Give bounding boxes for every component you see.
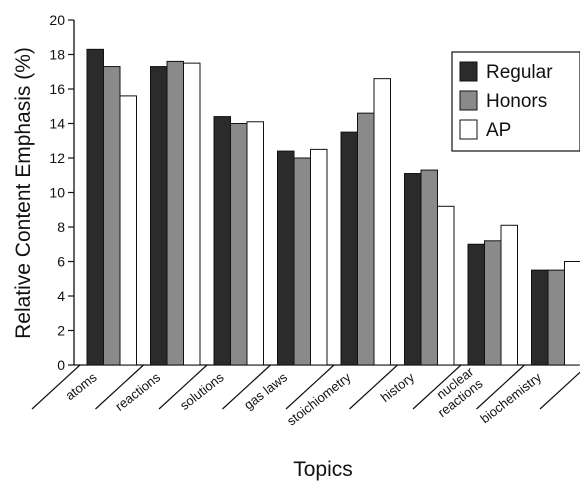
y-tick-label: 12 (49, 150, 65, 166)
y-tick-label: 2 (57, 323, 65, 339)
bar-regular (404, 173, 422, 366)
category-separator (95, 364, 144, 410)
bar-ap (500, 224, 518, 366)
category-separator (349, 364, 398, 410)
category-separator (31, 364, 81, 410)
legend-label-ap: AP (486, 120, 511, 141)
y-tick-label: 18 (49, 47, 65, 63)
y-tick-label: 8 (57, 219, 65, 235)
bar-honors (357, 112, 375, 366)
bar-honors (484, 240, 502, 366)
bar-regular (213, 116, 231, 366)
category-label: gas laws (241, 369, 290, 412)
y-tick-label: 0 (57, 357, 65, 373)
bar-regular (467, 243, 485, 366)
category-separator (222, 364, 271, 410)
category-separator (285, 364, 335, 410)
legend-swatch-honors (459, 90, 478, 111)
y-tick-label: 16 (49, 81, 65, 97)
legend-swatch-ap (459, 119, 478, 140)
bar-regular (277, 150, 295, 366)
y-axis-title: Relative Content Emphasis (%) (12, 47, 35, 339)
legend-label-honors: Honors (486, 91, 547, 112)
bar-regular (150, 66, 168, 366)
y-tick-label: 6 (57, 254, 65, 270)
category-separator (412, 364, 462, 410)
category-label: reactions (112, 369, 163, 414)
category-label: atoms (62, 369, 100, 403)
category-label: history (378, 369, 418, 405)
y-tick-label: 20 (49, 12, 65, 28)
bar-honors (166, 60, 184, 366)
bar-regular (340, 131, 358, 366)
category-label: nuclearreactions (425, 364, 486, 421)
bar-honors (230, 123, 248, 366)
legend-swatch-regular (459, 61, 478, 82)
category-separator (539, 371, 580, 410)
bar-ap (183, 62, 201, 366)
bar-regular (86, 48, 104, 366)
bar-honors (293, 157, 311, 366)
bar-ap (246, 121, 264, 366)
bar-honors (103, 66, 121, 366)
bar-regular (531, 269, 549, 366)
bar-honors (420, 169, 438, 366)
x-axis-title: Topics (293, 458, 353, 481)
y-tick-label: 4 (57, 288, 65, 304)
bar-ap (437, 205, 455, 366)
bar-ap (119, 95, 137, 366)
category-separator (476, 364, 525, 410)
legend: Regular Honors AP (451, 51, 580, 152)
bar-ap (564, 261, 580, 366)
bar-ap (373, 78, 391, 366)
legend-label-regular: Regular (486, 62, 553, 83)
category-label: solutions (177, 369, 227, 413)
bar-honors (547, 269, 565, 366)
bar-ap (310, 148, 328, 366)
y-tick-label: 10 (49, 185, 65, 201)
y-tick-label: 14 (49, 116, 65, 132)
category-separator (158, 364, 208, 410)
